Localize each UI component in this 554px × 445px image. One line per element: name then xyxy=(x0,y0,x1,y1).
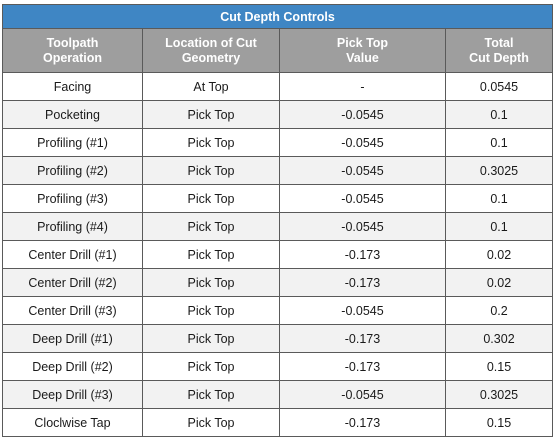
cell-total-cut-depth: 0.15 xyxy=(444,408,554,437)
cell-total-cut-depth: 0.02 xyxy=(444,268,554,297)
cell-pick-top-value: -0.173 xyxy=(279,268,446,297)
table-row: Center Drill (#3) Pick Top -0.0545 0.2 xyxy=(2,296,554,325)
cell-operation: Profiling (#3) xyxy=(2,184,143,213)
cut-depth-table: Cut Depth Controls Toolpath Operation Lo… xyxy=(1,4,554,437)
cell-location: At Top xyxy=(142,72,280,101)
cell-operation: Profiling (#4) xyxy=(2,212,143,241)
header-line: Location of Cut xyxy=(165,35,257,50)
header-pick-top-value: Pick Top Value xyxy=(279,28,446,73)
table-row: Profiling (#4) Pick Top -0.0545 0.1 xyxy=(2,212,554,241)
cell-location: Pick Top xyxy=(142,240,280,269)
cell-operation: Center Drill (#2) xyxy=(2,268,143,297)
table-title: Cut Depth Controls xyxy=(1,4,554,29)
header-location-of-cut-geometry: Location of Cut Geometry xyxy=(142,28,280,73)
header-line: Total xyxy=(484,35,514,50)
header-line: Cut Depth xyxy=(469,50,529,65)
table-header-row: Toolpath Operation Location of Cut Geome… xyxy=(2,28,554,73)
header-line: Geometry xyxy=(181,50,241,65)
table-row: Profiling (#1) Pick Top -0.0545 0.1 xyxy=(2,128,554,157)
cell-operation: Deep Drill (#1) xyxy=(2,324,143,353)
cell-total-cut-depth: 0.02 xyxy=(444,240,554,269)
table-row: Pocketing Pick Top -0.0545 0.1 xyxy=(2,100,554,129)
cell-location: Pick Top xyxy=(142,100,280,129)
cell-total-cut-depth: 0.1 xyxy=(444,128,554,157)
cell-location: Pick Top xyxy=(142,408,280,437)
cell-total-cut-depth: 0.1 xyxy=(444,184,554,213)
cell-pick-top-value: -0.0545 xyxy=(279,128,446,157)
header-line: Value xyxy=(346,50,379,65)
cell-pick-top-value: -0.0545 xyxy=(279,156,446,185)
cell-location: Pick Top xyxy=(142,296,280,325)
table-row: Center Drill (#1) Pick Top -0.173 0.02 xyxy=(2,240,554,269)
table-row: Deep Drill (#1) Pick Top -0.173 0.302 xyxy=(2,324,554,353)
table-row: Center Drill (#2) Pick Top -0.173 0.02 xyxy=(2,268,554,297)
cell-operation: Profiling (#1) xyxy=(2,128,143,157)
cell-location: Pick Top xyxy=(142,128,280,157)
cell-location: Pick Top xyxy=(142,184,280,213)
cell-location: Pick Top xyxy=(142,268,280,297)
cell-total-cut-depth: 0.3025 xyxy=(444,156,554,185)
table-title-row: Cut Depth Controls xyxy=(1,4,554,29)
cell-pick-top-value: -0.0545 xyxy=(279,184,446,213)
cell-operation: Center Drill (#3) xyxy=(2,296,143,325)
header-line: Operation xyxy=(42,50,103,65)
cell-location: Pick Top xyxy=(142,156,280,185)
cell-location: Pick Top xyxy=(142,380,280,409)
cell-location: Pick Top xyxy=(142,324,280,353)
header-line: Pick Top xyxy=(336,35,389,50)
cell-location: Pick Top xyxy=(142,352,280,381)
header-line: Toolpath xyxy=(46,35,99,50)
cell-total-cut-depth: 0.302 xyxy=(444,324,554,353)
cell-location: Pick Top xyxy=(142,212,280,241)
cell-total-cut-depth: 0.1 xyxy=(444,100,554,129)
table-row: Facing At Top - 0.0545 xyxy=(2,72,554,101)
header-total-cut-depth: Total Cut Depth xyxy=(444,28,554,73)
table-row: Deep Drill (#2) Pick Top -0.173 0.15 xyxy=(2,352,554,381)
header-toolpath-operation: Toolpath Operation xyxy=(2,28,143,73)
cut-depth-table-container: Cut Depth Controls Toolpath Operation Lo… xyxy=(1,4,554,440)
cell-pick-top-value: -0.173 xyxy=(279,240,446,269)
cell-total-cut-depth: 0.0545 xyxy=(444,72,554,101)
table-row: Profiling (#3) Pick Top -0.0545 0.1 xyxy=(2,184,554,213)
cell-pick-top-value: -0.173 xyxy=(279,352,446,381)
cell-pick-top-value: -0.0545 xyxy=(279,380,446,409)
cell-operation: Pocketing xyxy=(2,100,143,129)
cell-pick-top-value: - xyxy=(279,72,446,101)
cell-pick-top-value: -0.173 xyxy=(279,408,446,437)
cell-total-cut-depth: 0.1 xyxy=(444,212,554,241)
cell-pick-top-value: -0.173 xyxy=(279,324,446,353)
cell-pick-top-value: -0.0545 xyxy=(279,100,446,129)
cell-pick-top-value: -0.0545 xyxy=(279,296,446,325)
cell-pick-top-value: -0.0545 xyxy=(279,212,446,241)
cell-total-cut-depth: 0.15 xyxy=(444,352,554,381)
cell-operation: Deep Drill (#2) xyxy=(2,352,143,381)
table-row: Cloclwise Tap Pick Top -0.173 0.15 xyxy=(2,408,554,437)
cell-operation: Center Drill (#1) xyxy=(2,240,143,269)
cell-operation: Deep Drill (#3) xyxy=(2,380,143,409)
table-row: Deep Drill (#3) Pick Top -0.0545 0.3025 xyxy=(2,380,554,409)
cell-operation: Profiling (#2) xyxy=(2,156,143,185)
cell-operation: Facing xyxy=(2,72,143,101)
cell-operation: Cloclwise Tap xyxy=(2,408,143,437)
cell-total-cut-depth: 0.2 xyxy=(444,296,554,325)
table-row: Profiling (#2) Pick Top -0.0545 0.3025 xyxy=(2,156,554,185)
cell-total-cut-depth: 0.3025 xyxy=(444,380,554,409)
